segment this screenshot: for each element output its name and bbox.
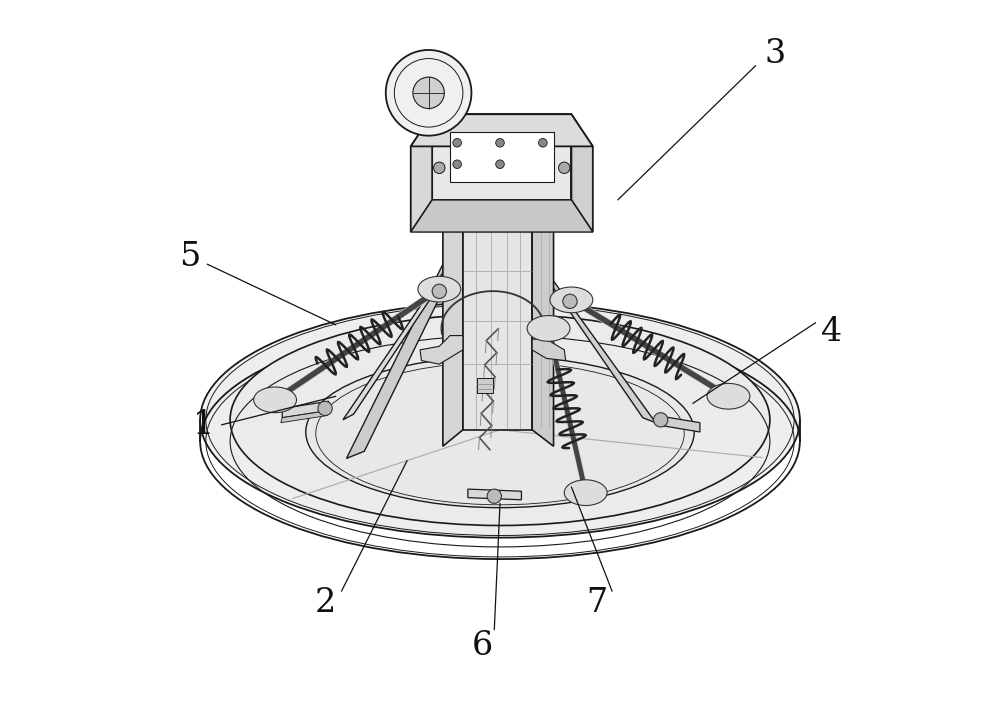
Ellipse shape: [306, 356, 694, 508]
Circle shape: [496, 160, 504, 169]
Circle shape: [496, 139, 504, 147]
Circle shape: [654, 413, 668, 427]
Circle shape: [539, 139, 547, 147]
Polygon shape: [463, 193, 532, 430]
Ellipse shape: [707, 383, 750, 409]
Text: 3: 3: [764, 38, 786, 69]
Polygon shape: [411, 114, 432, 232]
Polygon shape: [532, 339, 566, 361]
Text: 6: 6: [472, 630, 493, 662]
Circle shape: [563, 294, 577, 308]
Polygon shape: [450, 132, 554, 182]
Ellipse shape: [386, 50, 471, 136]
Polygon shape: [346, 250, 463, 458]
Ellipse shape: [418, 276, 461, 302]
Polygon shape: [420, 336, 463, 364]
Ellipse shape: [206, 304, 794, 536]
Polygon shape: [432, 114, 571, 200]
Polygon shape: [571, 114, 593, 232]
Ellipse shape: [550, 287, 593, 313]
Ellipse shape: [200, 302, 800, 538]
Circle shape: [559, 162, 570, 174]
Text: 4: 4: [821, 316, 843, 348]
Ellipse shape: [230, 314, 770, 526]
Text: 1: 1: [193, 409, 214, 441]
Ellipse shape: [254, 387, 297, 413]
Polygon shape: [532, 193, 554, 446]
Ellipse shape: [413, 77, 444, 109]
Text: 2: 2: [314, 588, 336, 619]
Polygon shape: [532, 257, 656, 423]
Circle shape: [434, 162, 445, 174]
Ellipse shape: [564, 480, 607, 506]
Circle shape: [453, 160, 461, 169]
Ellipse shape: [527, 316, 570, 341]
Circle shape: [318, 401, 332, 416]
Circle shape: [453, 139, 461, 147]
Polygon shape: [477, 378, 493, 393]
Polygon shape: [443, 193, 554, 214]
Text: 5: 5: [179, 241, 200, 273]
Polygon shape: [281, 411, 329, 423]
Polygon shape: [411, 114, 593, 146]
Circle shape: [487, 489, 501, 503]
Polygon shape: [468, 489, 521, 500]
Text: 7: 7: [586, 588, 607, 619]
Polygon shape: [443, 193, 463, 446]
Polygon shape: [343, 250, 463, 420]
Circle shape: [432, 284, 446, 298]
Polygon shape: [411, 200, 593, 232]
Polygon shape: [282, 401, 329, 418]
Polygon shape: [657, 416, 700, 432]
